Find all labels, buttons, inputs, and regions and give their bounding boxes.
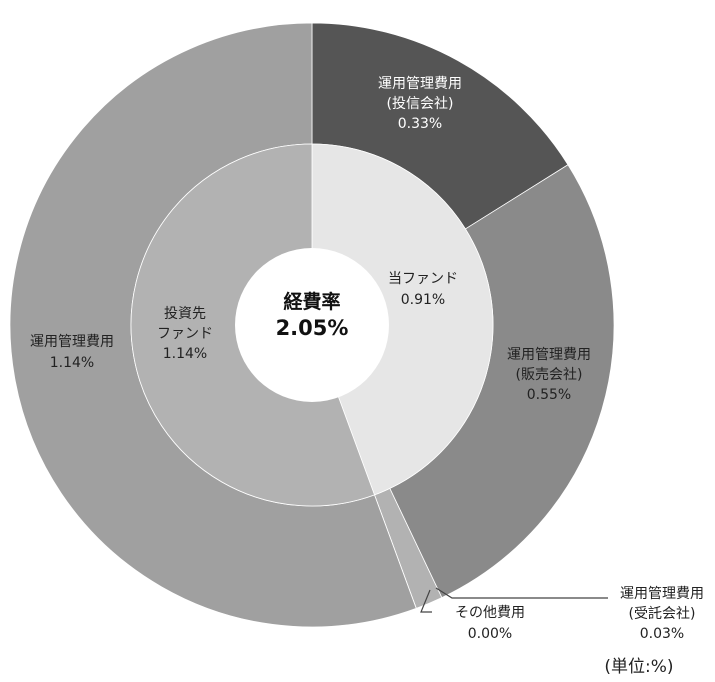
outer-label-name-line1: 運用管理費用 xyxy=(378,76,462,92)
inner-label-investee-fund: 投資先 ファンド 1.14% xyxy=(157,306,213,362)
inner-label-name-line1: 投資先 xyxy=(164,306,206,322)
outer-label-value: 0.03% xyxy=(640,626,684,642)
inner-ring-slice-0 xyxy=(311,143,494,496)
outer-label-name-line2: (受託会社) xyxy=(629,606,696,622)
outer-label-value: 1.14% xyxy=(50,355,94,371)
outer-label-name-line2: (投信会社) xyxy=(387,96,454,112)
outer-label-name-line1: 運用管理費用 xyxy=(507,347,591,363)
unit-note: (単位:%) xyxy=(604,657,673,677)
leader-line-trustee xyxy=(435,587,608,599)
outer-label-other-expenses: その他費用 0.00% xyxy=(455,605,525,642)
outer-label-name-line1: 運用管理費用 xyxy=(620,586,704,602)
outer-label-mgmt-left: 運用管理費用 1.14% xyxy=(30,334,114,371)
outer-label-name-line2: (販売会社) xyxy=(516,367,583,383)
inner-label-name-line2: ファンド xyxy=(157,326,213,342)
center-title: 経費率 xyxy=(283,290,340,313)
outer-ring xyxy=(9,22,615,628)
outer-label-name: 運用管理費用 xyxy=(30,334,114,350)
center-hole xyxy=(235,248,389,402)
inner-label-value: 0.91% xyxy=(401,292,445,308)
inner-label-value: 1.14% xyxy=(163,346,207,362)
outer-label-value: 0.55% xyxy=(527,387,571,403)
outer-label-mgmt-trustee: 運用管理費用 (受託会社) 0.03% xyxy=(620,586,704,642)
outer-label-mgmt-investment-trust: 運用管理費用 (投信会社) 0.33% xyxy=(378,76,462,132)
outer-label-value: 0.00% xyxy=(468,626,512,642)
outer-label-name: その他費用 xyxy=(455,605,525,621)
outer-label-value: 0.33% xyxy=(398,116,442,132)
leader-line-other-expenses xyxy=(420,589,432,613)
outer-label-mgmt-distributor: 運用管理費用 (販売会社) 0.55% xyxy=(507,347,591,403)
inner-label-name: 当ファンド xyxy=(388,271,458,287)
center-value: 2.05% xyxy=(276,316,349,340)
inner-label-this-fund: 当ファンド 0.91% xyxy=(388,271,458,308)
